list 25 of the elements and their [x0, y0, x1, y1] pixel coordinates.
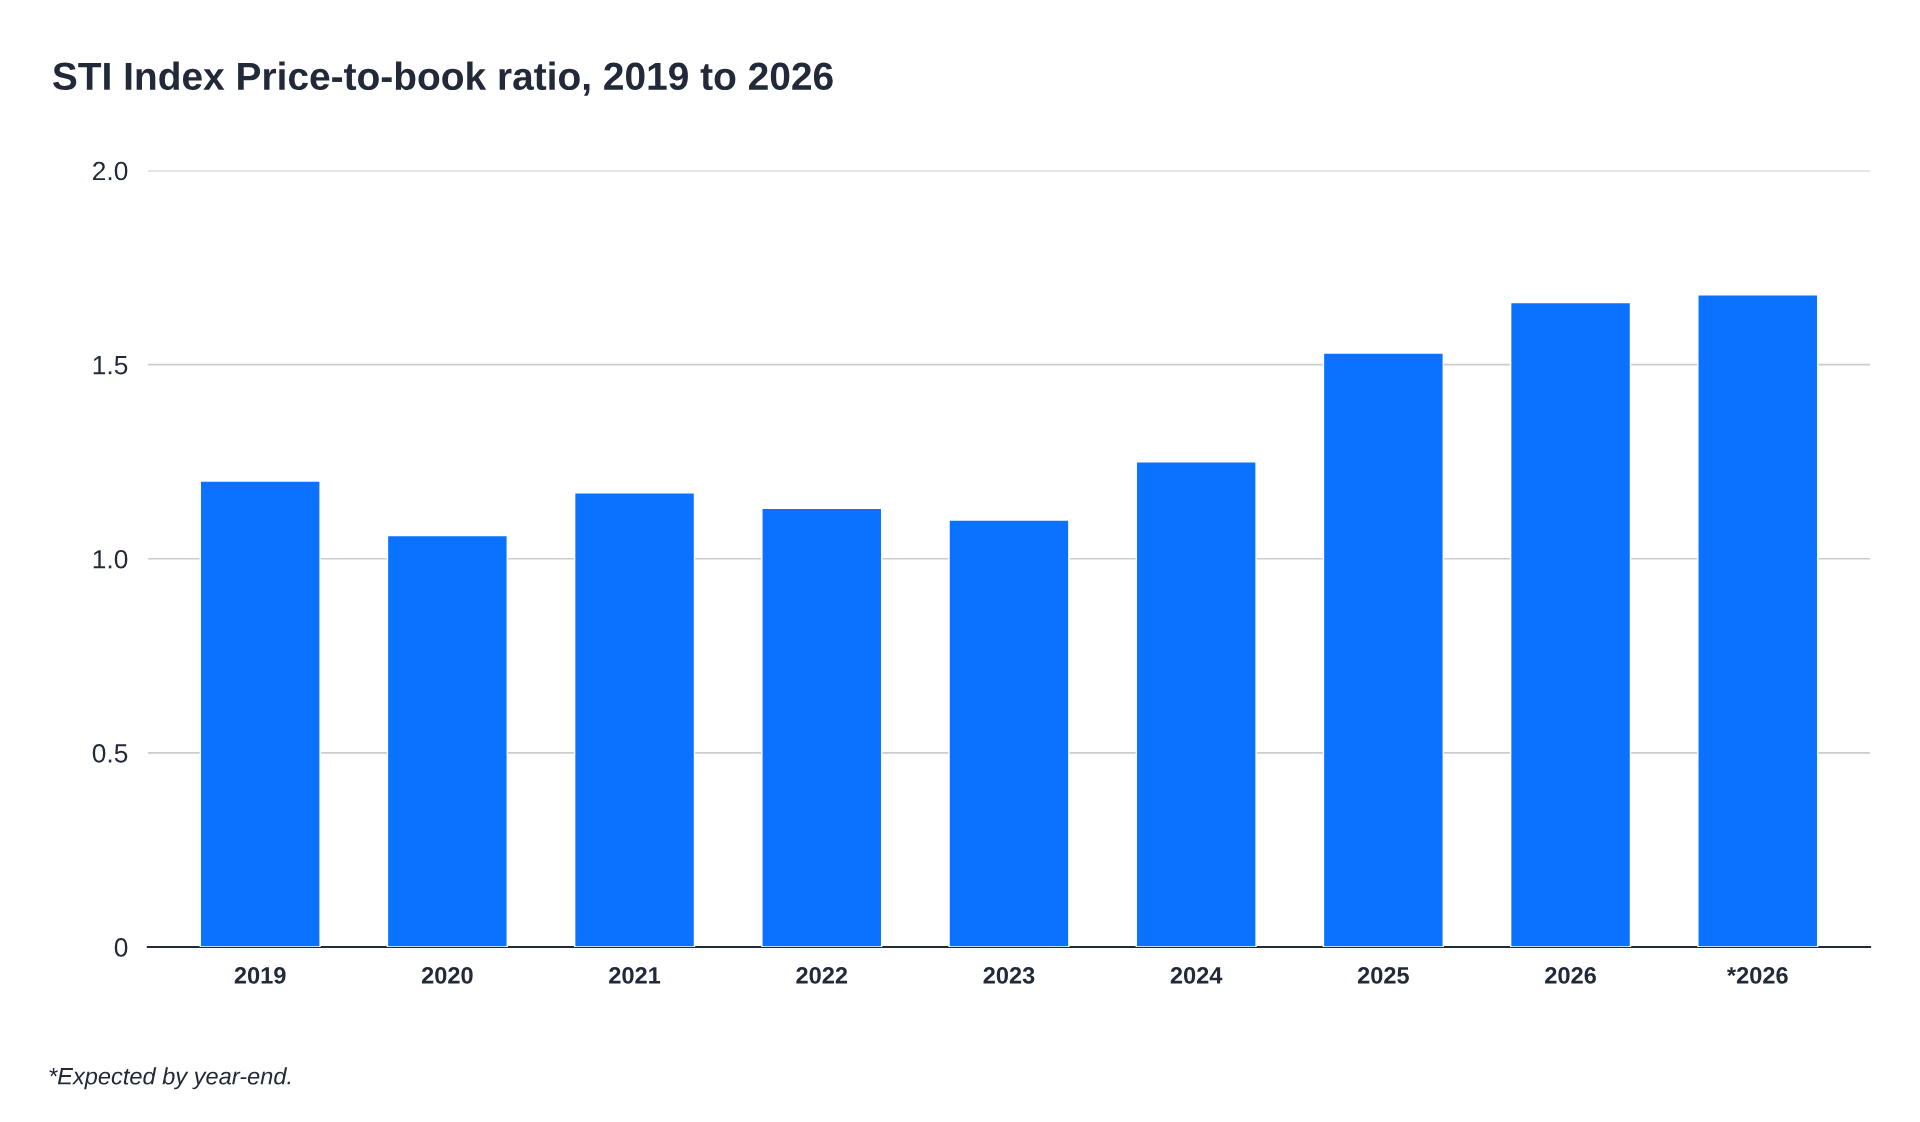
bar	[1322, 352, 1444, 947]
bar	[948, 519, 1070, 947]
bar	[573, 492, 696, 947]
bar	[199, 480, 321, 947]
x-tick-label: 2019	[234, 967, 286, 984]
x-tick-label: *2026	[1726, 967, 1788, 984]
x-tick-label: 2025	[1357, 967, 1409, 984]
bar	[1697, 294, 1819, 947]
bar	[1135, 461, 1257, 947]
x-tick-label: 2026	[1545, 967, 1596, 984]
y-tick-label: 1.5	[93, 356, 128, 375]
bar	[761, 507, 883, 947]
y-tick-label: 0.5	[92, 744, 128, 763]
x-tick-label: 2020	[421, 967, 473, 984]
x-tick-label: 2023	[983, 967, 1035, 984]
x-tick-label: 2021	[609, 967, 661, 984]
text: *Expected by year-end.	[49, 1067, 291, 1090]
x-tick-label: 2024	[1170, 967, 1223, 984]
y-tick-label: 0	[114, 938, 128, 957]
y-tick-label: 1.0	[93, 549, 128, 569]
bar	[386, 534, 508, 947]
x-tick-label: 2022	[796, 967, 848, 984]
bar	[1509, 301, 1632, 947]
chart-title: STI Index Price-to-book ratio, 2019 to 2026	[52, 61, 833, 96]
y-tick-label: 2.0	[93, 161, 128, 181]
